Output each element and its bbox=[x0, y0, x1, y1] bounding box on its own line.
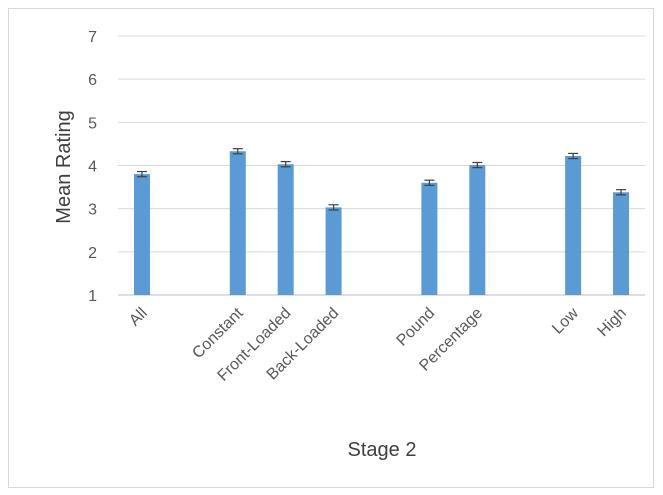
bar bbox=[277, 164, 294, 295]
y-tick-label: 4 bbox=[88, 159, 97, 176]
bar bbox=[421, 182, 438, 295]
x-axis-title: Stage 2 bbox=[348, 439, 417, 461]
error-bar bbox=[328, 204, 339, 211]
error-bar bbox=[616, 189, 627, 196]
error-bar bbox=[232, 148, 243, 155]
y-tick-label: 6 bbox=[88, 72, 97, 89]
bar bbox=[469, 165, 486, 295]
y-axis-title: Mean Rating bbox=[53, 110, 75, 223]
bar bbox=[613, 192, 630, 295]
bar bbox=[565, 156, 582, 295]
error-bar bbox=[568, 152, 579, 160]
error-bar bbox=[424, 179, 435, 186]
bars bbox=[133, 151, 630, 295]
y-tick-label: 3 bbox=[88, 202, 97, 219]
y-tick-label: 1 bbox=[88, 288, 97, 305]
y-tick-label: 7 bbox=[88, 29, 97, 46]
x-tick-label: Low bbox=[549, 304, 582, 337]
error-bar bbox=[472, 161, 483, 169]
error-bars bbox=[136, 148, 627, 211]
bar bbox=[325, 207, 342, 295]
error-bar bbox=[280, 161, 291, 168]
bar bbox=[229, 151, 246, 295]
bar bbox=[133, 174, 150, 295]
gridlines bbox=[118, 35, 645, 296]
y-tick-labels: 1 2 3 4 5 6 7 bbox=[88, 29, 97, 305]
error-bar bbox=[136, 170, 147, 178]
x-tick-label: All bbox=[126, 305, 151, 330]
y-tick-label: 5 bbox=[88, 115, 97, 132]
x-tick-label: High bbox=[595, 305, 630, 340]
y-tick-label: 2 bbox=[88, 245, 97, 262]
x-tick-label: Pound bbox=[394, 305, 439, 350]
